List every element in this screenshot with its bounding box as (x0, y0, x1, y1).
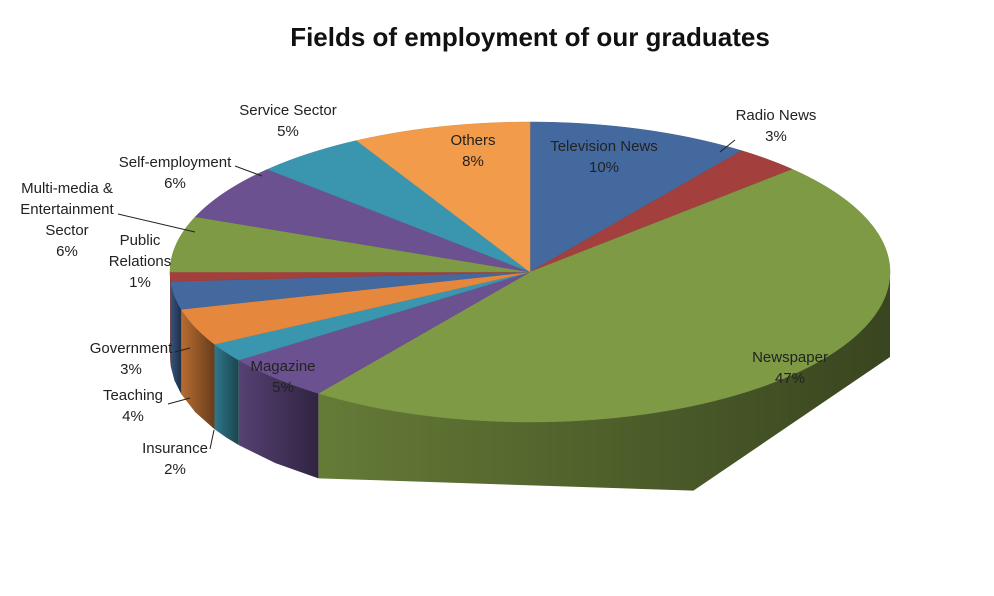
slice-label: Multi-media & Entertainment Sector (20, 180, 114, 239)
label-line: Radio News (736, 107, 817, 124)
slice (169, 216, 531, 273)
label-line: Entertainment (20, 201, 114, 218)
value-label: 47% (775, 370, 805, 387)
slice-label: Teaching (103, 387, 163, 404)
pie-tops (169, 121, 891, 423)
slice (529, 150, 794, 273)
slice-label: Television News (550, 138, 658, 155)
value-label: 2% (164, 461, 186, 478)
slice-label: Magazine (250, 358, 315, 375)
slice (266, 140, 531, 273)
slice-label: Self-employment (119, 154, 232, 171)
slice-side (318, 272, 890, 491)
slice-side (238, 360, 319, 479)
label-line: Others (450, 132, 495, 149)
value-label: 5% (277, 123, 299, 140)
slice (213, 271, 531, 361)
leader-line (719, 139, 736, 153)
leader-line (117, 213, 196, 233)
slice-side (214, 344, 239, 446)
leader-line (174, 347, 191, 353)
slice-label: Radio News (736, 107, 817, 124)
leader-line (167, 397, 191, 405)
slice-label: Others (450, 132, 495, 149)
slice-side (170, 281, 182, 395)
chart-title: Fields of employment of our graduates (290, 22, 770, 52)
label-line: Insurance (142, 440, 208, 457)
label-line: Government (90, 340, 173, 357)
slice (194, 169, 531, 273)
leader-line (209, 429, 215, 450)
value-label: 4% (122, 408, 144, 425)
value-label: 10% (589, 159, 619, 176)
slice (238, 271, 531, 394)
label-line: Relations (109, 253, 172, 270)
slice-label: Government (90, 340, 173, 357)
label-line: Service Sector (239, 102, 337, 119)
label-line: Newspaper (752, 349, 828, 366)
slice (529, 121, 743, 273)
slice-label: Insurance (142, 440, 208, 457)
value-label: 6% (56, 243, 78, 260)
leader-line (234, 165, 263, 177)
value-label: 8% (462, 153, 484, 170)
slice (180, 271, 531, 345)
value-label: 3% (120, 361, 142, 378)
slice-label: Service Sector (239, 102, 337, 119)
value-label: 1% (129, 274, 151, 291)
slice-label: Public Relations (109, 232, 172, 270)
slice (317, 169, 891, 423)
label-line: Self-employment (119, 154, 232, 171)
value-label: 6% (164, 175, 186, 192)
label-line: Magazine (250, 358, 315, 375)
label-line: Teaching (103, 387, 163, 404)
pie-sides (170, 272, 890, 491)
slice-label: Newspaper (752, 349, 828, 366)
slice-side (181, 309, 215, 430)
label-line: Sector (45, 222, 88, 239)
value-label: 5% (272, 379, 294, 396)
label-line: Public (120, 232, 161, 249)
value-label: 3% (765, 128, 787, 145)
slice-side (170, 272, 171, 367)
label-line: Multi-media & (21, 180, 113, 197)
slice (355, 121, 531, 273)
slice (170, 271, 531, 310)
label-line: Television News (550, 138, 658, 155)
